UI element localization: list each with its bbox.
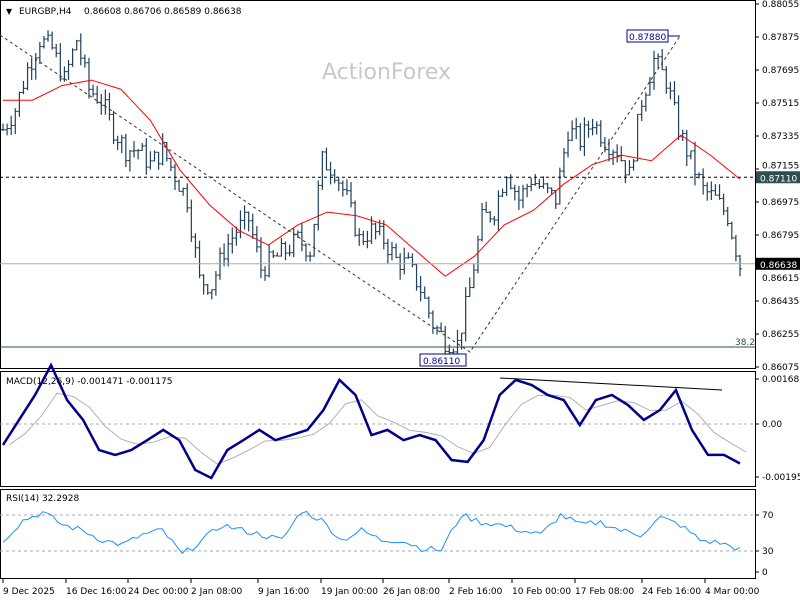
rsi-tick-label: 0	[762, 568, 768, 578]
fib-label: 38.2	[735, 338, 755, 348]
time-tick-label: 9 Jan 16:00	[258, 587, 310, 597]
level-price-label: 0.87110	[760, 174, 797, 184]
ohlc-readout: 0.86608 0.86706 0.86589 0.86638	[84, 7, 242, 17]
price-tick-label: 0.87695	[762, 66, 799, 76]
price-tick-label: 0.86975	[762, 198, 799, 208]
high-annotation: 0.87880	[629, 33, 666, 43]
price-tick-label: 0.86795	[762, 231, 799, 241]
current-price-label: 0.86638	[760, 261, 797, 271]
watermark: ActionForex	[322, 60, 451, 85]
low-annotation-box	[419, 353, 467, 367]
price-tick-label: 0.87515	[762, 99, 799, 109]
price-tick-label: 0.88055	[762, 0, 799, 10]
macd-tick-label: 0.00	[762, 420, 782, 430]
time-tick-label: 26 Jan 08:00	[383, 587, 440, 597]
time-tick-label: 10 Feb 00:00	[512, 587, 571, 597]
rsi-line	[2, 510, 741, 555]
rsi-title: RSI(14) 32.2928	[6, 494, 79, 504]
macd-trendline	[499, 377, 723, 391]
time-tick-label: 17 Feb 08:00	[575, 587, 634, 597]
price-tick-label: 0.86075	[762, 363, 799, 373]
macd-panel	[0, 362, 755, 480]
macd-title: MACD(12,26,9) -0.001471 -0.001175	[6, 377, 172, 387]
current-price-tag	[756, 257, 800, 270]
time-tick-label: 16 Dec 16:00	[66, 587, 127, 597]
rsi-tick-label: 70	[762, 511, 774, 521]
moving-average-line	[3, 79, 741, 277]
symbol-label: EURGBP,H4	[19, 7, 72, 17]
price-tick-label: 0.87335	[762, 132, 799, 142]
low-annotation: 0.86110	[423, 357, 460, 367]
time-tick-label: 24 Feb 16:00	[642, 587, 701, 597]
price-tick-label: 0.86615	[762, 274, 799, 284]
time-tick-label: 4 Mar 00:00	[705, 587, 760, 597]
time-tick-label: 2 Feb 16:00	[449, 587, 503, 597]
macd-line	[1, 362, 741, 480]
time-tick-label: 24 Dec 00:00	[128, 587, 189, 597]
price-tick-label: 0.87155	[762, 161, 799, 171]
price-tick-label: 0.87875	[762, 33, 799, 43]
price-tick-label: 0.86255	[762, 330, 799, 340]
time-tick-label: 19 Jan 00:00	[321, 587, 378, 597]
time-tick-label: 2 Jan 08:00	[191, 587, 243, 597]
panel-frames	[0, 0, 756, 579]
time-tick-label: 9 Dec 2025	[3, 587, 55, 597]
dropdown-triangle-icon[interactable]: ▼	[6, 7, 13, 16]
macd-tick-label: -0.001953	[762, 473, 800, 483]
macd-tick-label: 0.001688	[762, 375, 800, 385]
price-panel: 38.2 0.87880 0.86110	[0, 29, 755, 367]
rsi-panel	[0, 510, 755, 555]
zigzag-line	[0, 34, 681, 353]
level-price-tag	[756, 171, 800, 184]
price-tick-label: 0.86435	[762, 297, 799, 307]
rsi-tick-label: 30	[762, 547, 774, 557]
